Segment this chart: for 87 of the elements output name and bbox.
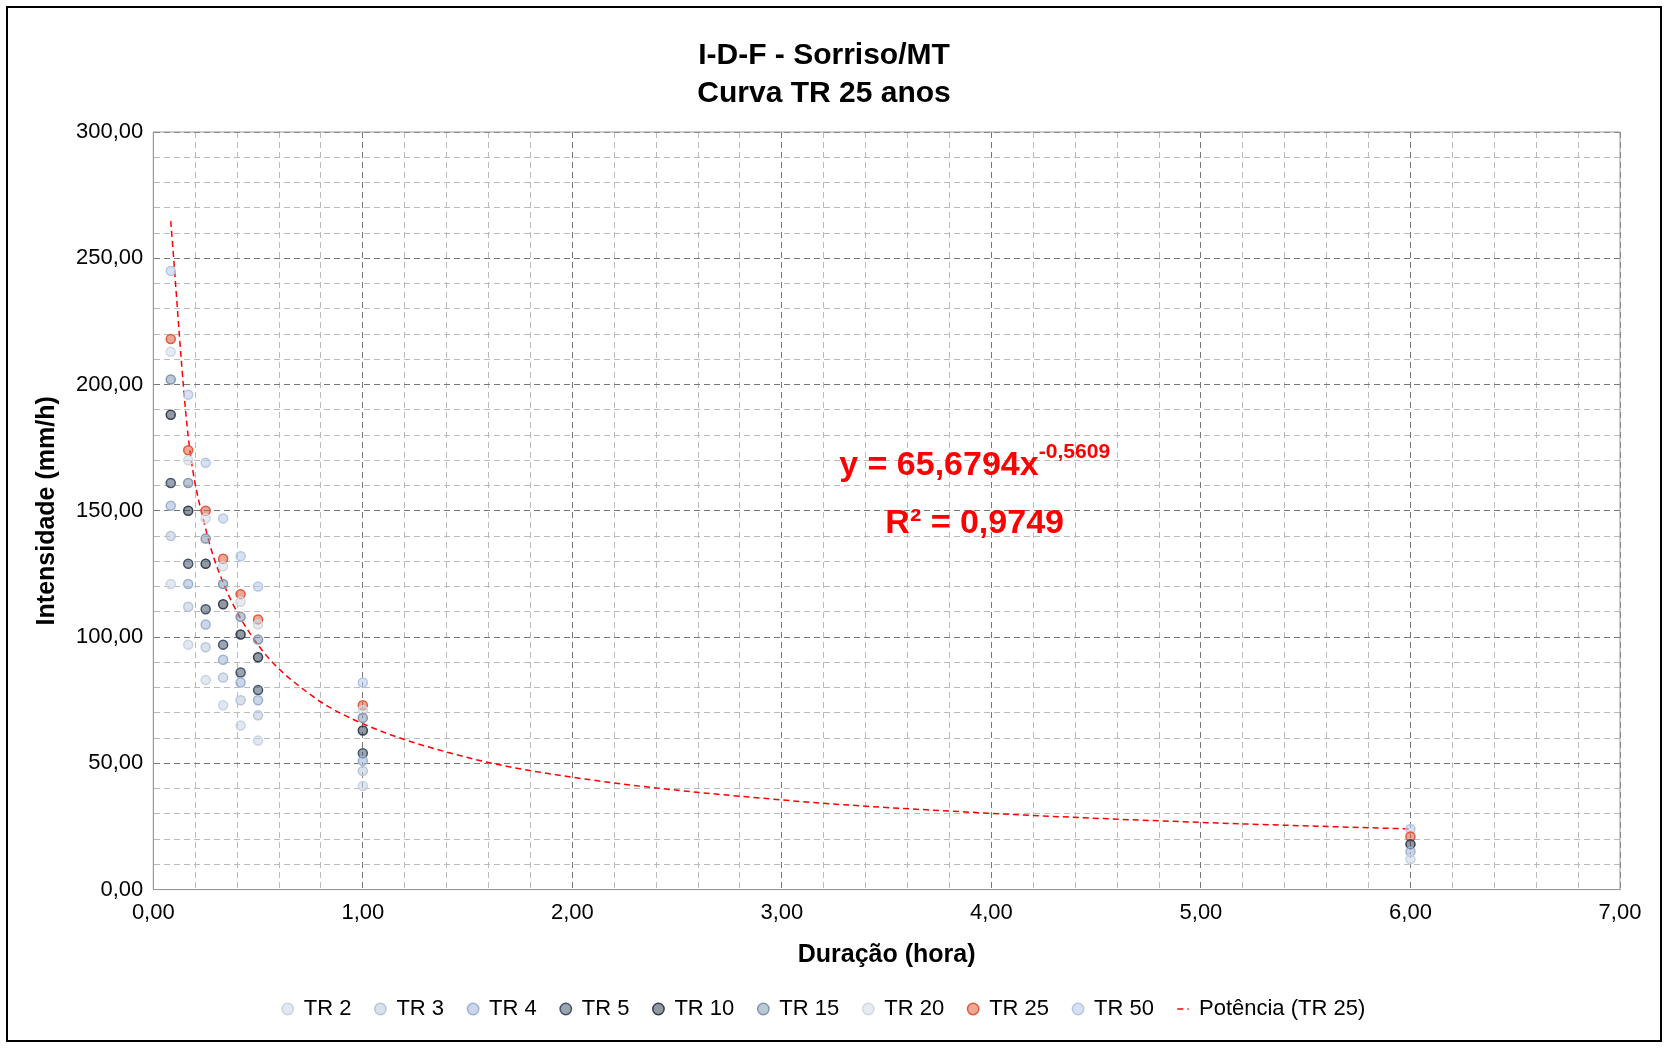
legend-label: TR 20 [884,995,945,1021]
point [252,710,264,721]
y-tick-label: 250,00 [75,244,144,270]
point [165,500,176,511]
legend-label: TR 15 [779,995,840,1021]
point [200,641,211,653]
y-tick-label: 50,00 [88,749,144,775]
point [235,596,246,607]
chart-title: I-D-F - Sorriso/MT [698,37,950,71]
x-tick-label: 3,00 [760,898,804,924]
y-tick-label: 300,00 [75,118,144,144]
point [252,619,264,630]
y-axis-title: Intensidade (mm/h) [30,396,59,626]
point [252,634,264,645]
point [235,551,246,562]
legend-label: TR 5 [581,995,630,1021]
point [235,667,246,678]
point [182,389,194,400]
legend-label: Potência (TR 25) [1198,995,1366,1021]
x-tick-label: 0,00 [131,898,175,924]
point [252,694,264,706]
x-tick-label: 2,00 [550,898,594,924]
legend-label: TR 3 [396,995,445,1021]
point [235,677,246,688]
point [252,684,264,696]
point [182,505,194,517]
point [357,677,369,688]
point [217,654,229,666]
point [182,455,194,466]
legend-label: TR 50 [1094,995,1154,1021]
x-axis-title: Duração (hora) [797,938,976,967]
point [165,346,176,357]
point [182,558,194,570]
chart-subtitle: Curva TR 25 anos [697,75,951,109]
point [357,725,369,736]
point [217,700,229,711]
point [252,652,264,663]
point [165,530,176,542]
legend-label: TR 4 [489,995,537,1021]
point [357,712,369,724]
point [235,629,246,640]
x-tick-label: 4,00 [970,898,1013,924]
point [217,672,229,683]
point [200,604,211,615]
point [200,457,211,469]
point [200,533,211,544]
y-tick-label: 100,00 [75,623,144,649]
point [165,578,176,590]
point [165,265,176,277]
point [235,720,246,731]
point [357,765,369,777]
point [235,694,246,706]
point [217,598,229,610]
x-tick-label: 5,00 [1179,898,1223,924]
point [165,477,176,489]
legend-label: TR 25 [989,995,1050,1021]
point [182,578,194,590]
point [217,578,229,590]
y-tick-label: 150,00 [75,496,144,522]
point [1405,854,1416,865]
point [252,581,264,592]
legend-label: TR 2 [303,995,352,1021]
point [217,639,229,650]
point [182,601,194,613]
point [217,561,229,572]
point [182,444,194,456]
x-tick-label: 1,00 [341,898,385,924]
point [200,619,211,630]
point [165,333,176,345]
point [182,477,194,489]
x-tick-label: 7,00 [1598,898,1642,924]
legend-label: TR 10 [674,995,735,1021]
point [235,611,246,623]
y-tick-label: 0,00 [100,875,144,901]
point [165,374,176,385]
y-tick-label: 200,00 [75,370,144,396]
point [200,558,211,570]
point [182,639,194,650]
point [357,755,369,767]
point [252,735,264,746]
point [200,513,211,524]
point [165,409,176,421]
point [357,780,369,792]
point [217,513,229,524]
point [200,674,211,686]
annotation: R² = 0,9749 [885,501,1064,540]
x-tick-label: 6,00 [1389,898,1432,924]
